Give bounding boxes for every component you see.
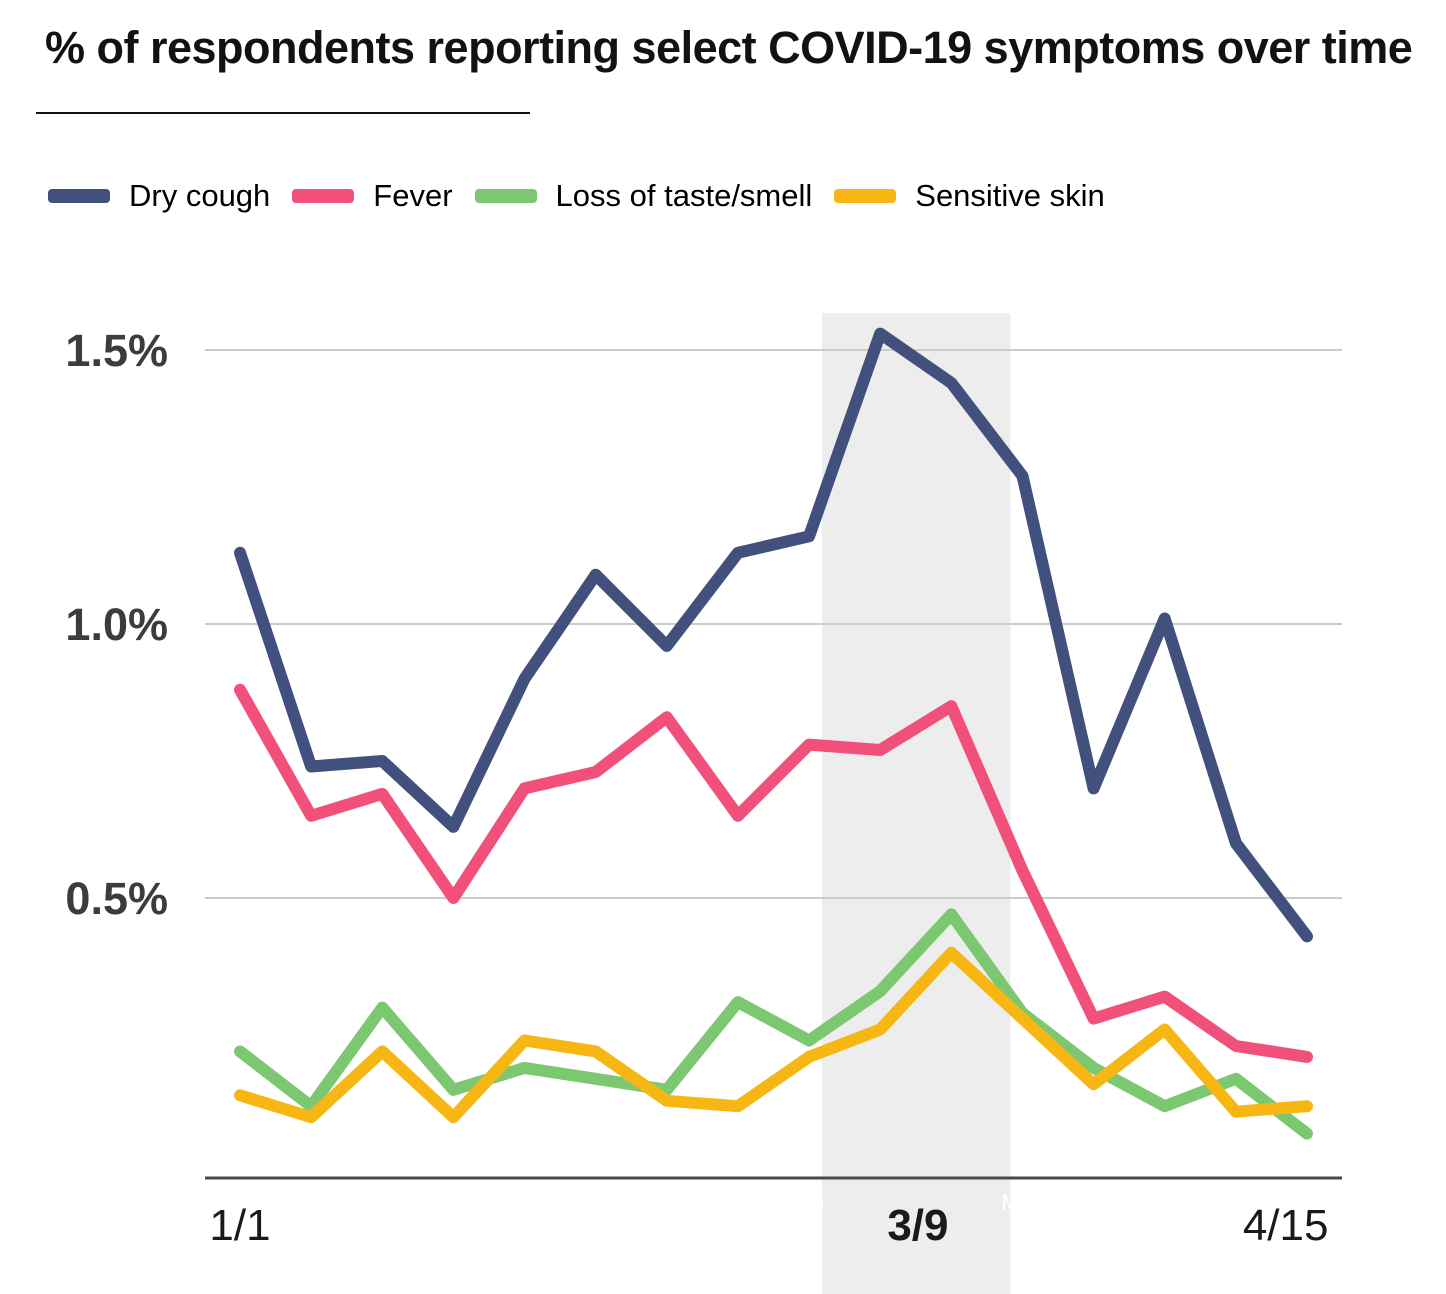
series-line-dry-cough bbox=[234, 327, 1313, 943]
legend-item-loss-of-taste-smell: Loss of taste/smell bbox=[474, 178, 813, 214]
month-label-feb: Feb bbox=[784, 1189, 824, 1215]
legend-label: Fever bbox=[373, 178, 453, 213]
legend-swatch-icon bbox=[292, 189, 355, 203]
legend-swatch-icon bbox=[834, 189, 897, 203]
series-line-loss-of-taste-smell bbox=[234, 908, 1313, 1140]
month-label-mar: Mar bbox=[1001, 1189, 1041, 1215]
title-underline bbox=[36, 112, 530, 114]
legend-item-dry-cough: Dry cough bbox=[48, 178, 270, 214]
x-tick-label-4-15: 4/15 bbox=[1243, 1201, 1329, 1250]
chart-title: % of respondents reporting select COVID-… bbox=[45, 22, 1413, 73]
x-tick-label-1-1: 1/1 bbox=[209, 1201, 270, 1250]
highlight-band bbox=[821, 313, 1011, 1294]
legend-label: Dry cough bbox=[129, 178, 271, 213]
legend-swatch-icon bbox=[48, 189, 110, 203]
legend-label: Loss of taste/smell bbox=[555, 178, 813, 213]
y-tick-label-0.5%: 0.5% bbox=[65, 873, 168, 924]
series-line-fever bbox=[234, 683, 1313, 1063]
x-tick-label-3-9: 3/9 bbox=[887, 1201, 948, 1250]
y-tick-label-1.5%: 1.5% bbox=[65, 325, 168, 376]
y-tick-label-1.0%: 1.0% bbox=[65, 599, 168, 650]
series-line-sensitive-skin bbox=[234, 946, 1313, 1124]
legend-item-fever: Fever bbox=[292, 178, 453, 214]
legend-swatch-icon bbox=[474, 189, 537, 203]
legend-item-sensitive-skin: Sensitive skin bbox=[834, 178, 1105, 214]
legend-label: Sensitive skin bbox=[915, 178, 1105, 213]
legend: Dry cough Fever Loss of taste/smell Sensiti… bbox=[48, 178, 1105, 214]
